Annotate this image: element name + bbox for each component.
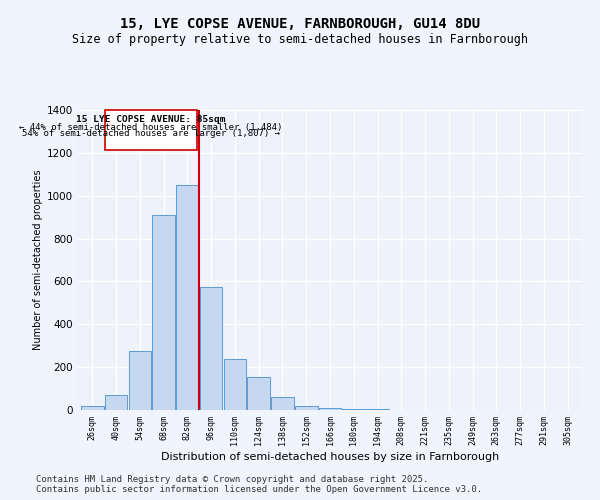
Text: 54% of semi-detached houses are larger (1,807) →: 54% of semi-detached houses are larger (… bbox=[22, 130, 280, 138]
Y-axis label: Number of semi-detached properties: Number of semi-detached properties bbox=[33, 170, 43, 350]
Bar bbox=[247, 377, 270, 410]
Bar bbox=[81, 406, 104, 410]
Text: Contains HM Land Registry data © Crown copyright and database right 2025.: Contains HM Land Registry data © Crown c… bbox=[36, 475, 428, 484]
Bar bbox=[319, 408, 341, 410]
Bar bbox=[105, 395, 127, 410]
Text: ← 44% of semi-detached houses are smaller (1,484): ← 44% of semi-detached houses are smalle… bbox=[19, 123, 283, 132]
Text: 15, LYE COPSE AVENUE, FARNBOROUGH, GU14 8DU: 15, LYE COPSE AVENUE, FARNBOROUGH, GU14 … bbox=[120, 18, 480, 32]
FancyBboxPatch shape bbox=[106, 110, 197, 150]
Bar bbox=[128, 351, 151, 410]
Text: Contains public sector information licensed under the Open Government Licence v3: Contains public sector information licen… bbox=[36, 485, 482, 494]
Bar bbox=[343, 409, 365, 410]
Bar bbox=[295, 406, 317, 410]
X-axis label: Distribution of semi-detached houses by size in Farnborough: Distribution of semi-detached houses by … bbox=[161, 452, 499, 462]
Text: 15 LYE COPSE AVENUE: 85sqm: 15 LYE COPSE AVENUE: 85sqm bbox=[76, 116, 226, 124]
Bar bbox=[176, 185, 199, 410]
Text: Size of property relative to semi-detached houses in Farnborough: Size of property relative to semi-detach… bbox=[72, 32, 528, 46]
Bar bbox=[152, 215, 175, 410]
Bar bbox=[200, 287, 223, 410]
Bar bbox=[271, 397, 294, 410]
Bar bbox=[224, 358, 246, 410]
